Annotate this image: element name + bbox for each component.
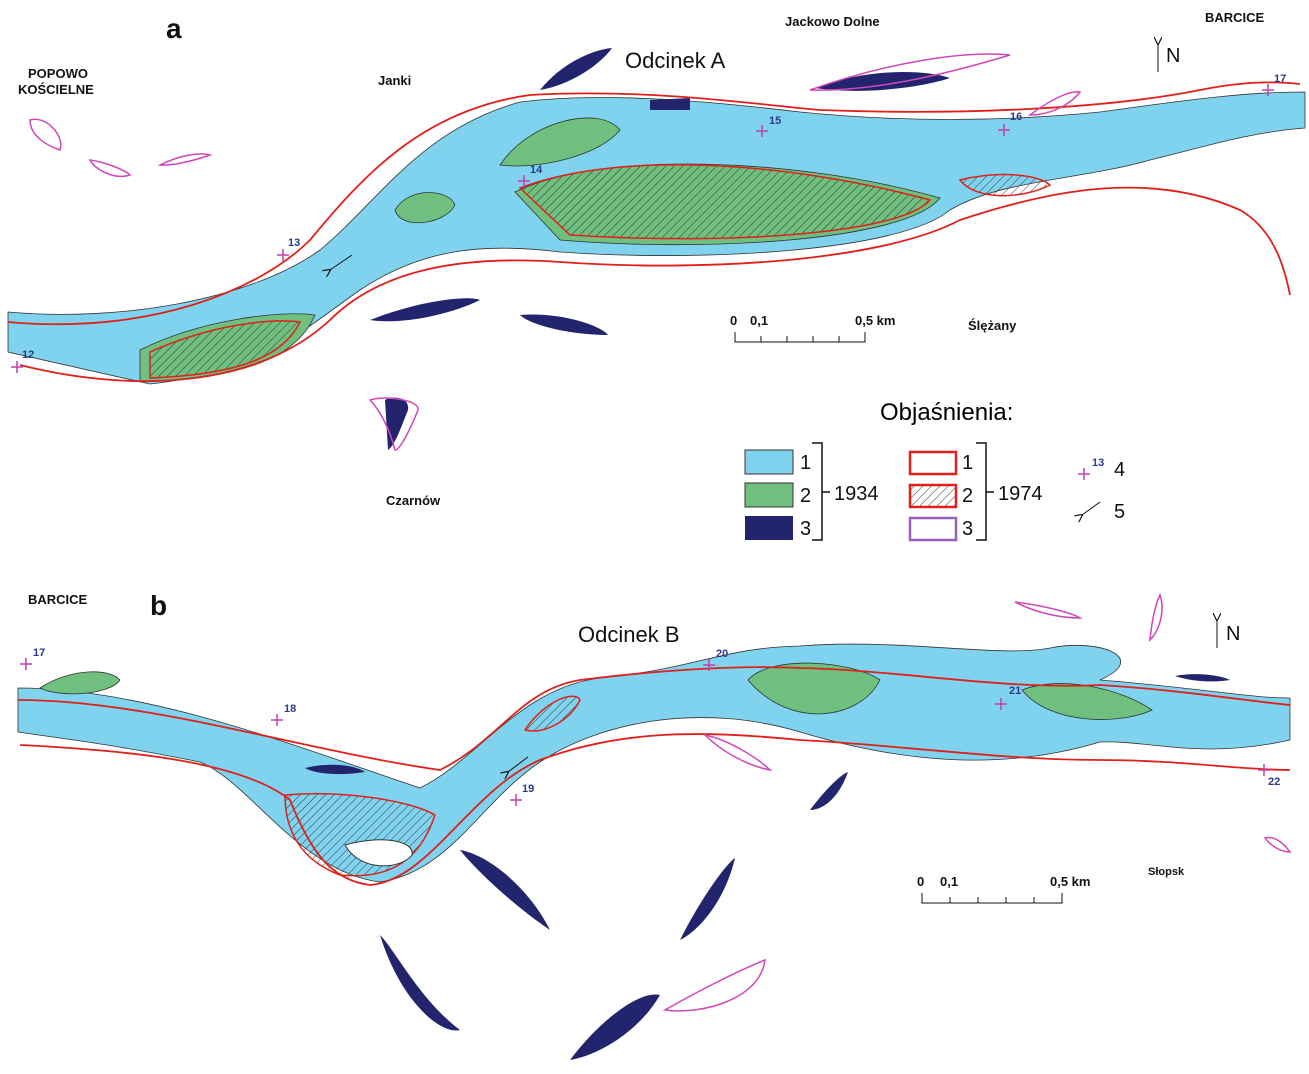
scale-line	[735, 332, 865, 342]
lake-1974	[1030, 92, 1080, 115]
legend-swatch	[745, 483, 793, 507]
lake-1934	[570, 994, 660, 1060]
scale-label: 0,1	[750, 313, 768, 328]
point-label: 20	[716, 648, 728, 660]
point-label: 19	[522, 783, 534, 795]
lake-1934	[540, 48, 612, 90]
legend-arrow	[1082, 502, 1100, 515]
place-label: Słopsk	[1148, 866, 1185, 878]
place-label: BARCICE	[28, 592, 88, 607]
scale-label: 0,5 km	[1050, 874, 1090, 889]
scale-bar: 0 0,1 0,5 km	[917, 874, 1090, 903]
legend-year: 1974	[998, 483, 1043, 505]
legend-item: 5	[1114, 501, 1125, 523]
lake-1934	[650, 98, 690, 110]
point-label: 16	[1010, 111, 1022, 123]
scale-label: 0	[730, 313, 737, 328]
lake-1974	[665, 960, 765, 1011]
lake-1974	[30, 119, 61, 150]
place-label: BARCICE	[1205, 10, 1265, 25]
lake-1934	[380, 935, 460, 1030]
section-title: Odcinek A	[625, 48, 726, 73]
legend-item: 1	[962, 452, 973, 474]
lake-1974	[705, 735, 770, 770]
lake-1934	[680, 858, 735, 940]
north-label: N	[1166, 45, 1180, 67]
scale-bar: 0 0,1 0,5 km	[730, 313, 895, 342]
point-label: 17	[33, 647, 45, 659]
lake-1934	[385, 398, 408, 450]
legend-swatch	[910, 518, 956, 540]
legend-item: 1	[800, 452, 811, 474]
lake-1974	[1015, 602, 1080, 618]
island-1934	[40, 672, 120, 694]
place-label: KOŚCIELNE	[18, 82, 94, 97]
legend-swatch	[910, 452, 956, 474]
scale-line	[922, 893, 1062, 903]
lake-1974	[90, 160, 130, 176]
scale-label: 0	[917, 874, 924, 889]
place-label: Janki	[378, 73, 411, 88]
point-label: 12	[22, 349, 34, 361]
legend-point	[1078, 468, 1090, 480]
legend-item: 2	[800, 485, 811, 507]
legend-item: 3	[800, 518, 811, 540]
panel-label: b	[150, 590, 167, 621]
lake-1974	[160, 154, 210, 165]
panel-a: a Odcinek A POPOWO KOŚCIELNE Janki Jacko…	[8, 10, 1305, 508]
place-label: Ślężany	[968, 318, 1017, 333]
legend-point-number: 13	[1092, 457, 1104, 469]
lake-1934	[520, 315, 608, 335]
map-figure: a Odcinek A POPOWO KOŚCIELNE Janki Jacko…	[0, 0, 1309, 1074]
legend-swatch	[745, 516, 793, 540]
legend-item: 3	[962, 518, 973, 540]
lake-1974	[1150, 595, 1162, 640]
lake-1934	[810, 772, 848, 810]
legend-item: 2	[962, 485, 973, 507]
north-label: N	[1226, 623, 1240, 645]
legend-year: 1934	[834, 483, 879, 505]
lake-1934	[460, 850, 550, 930]
place-label: POPOWO	[28, 66, 88, 81]
point-label: 14	[530, 164, 543, 176]
panel-b: b Odcinek B BARCICE Słopsk N 0 0,1 0,5 k…	[18, 590, 1290, 1060]
point-label: 22	[1268, 776, 1280, 788]
lake-1974	[1265, 837, 1290, 852]
place-label: Czarnów	[386, 493, 441, 508]
point-label: 18	[284, 703, 296, 715]
legend-item: 4	[1114, 459, 1125, 481]
legend-title: Objaśnienia:	[880, 399, 1013, 426]
legend-swatch	[745, 450, 793, 474]
legend-bracket	[812, 443, 830, 540]
place-label: Jackowo Dolne	[785, 14, 880, 29]
river-1934	[18, 644, 1290, 882]
legend-bracket	[976, 443, 994, 540]
point-label: 17	[1274, 73, 1286, 85]
lake-1934	[370, 298, 480, 321]
legend-swatch	[910, 485, 956, 507]
point-label: 13	[288, 237, 300, 249]
lake-1934	[1175, 674, 1230, 681]
panel-label: a	[166, 13, 182, 44]
scale-label: 0,5 km	[855, 313, 895, 328]
point-label: 15	[769, 115, 781, 127]
legend: Objaśnienia: 1 2 3 1934 1 2 3 1974 13 4 …	[745, 399, 1125, 540]
point-label: 21	[1009, 685, 1021, 697]
section-title: Odcinek B	[578, 622, 680, 647]
scale-label: 0,1	[940, 874, 958, 889]
